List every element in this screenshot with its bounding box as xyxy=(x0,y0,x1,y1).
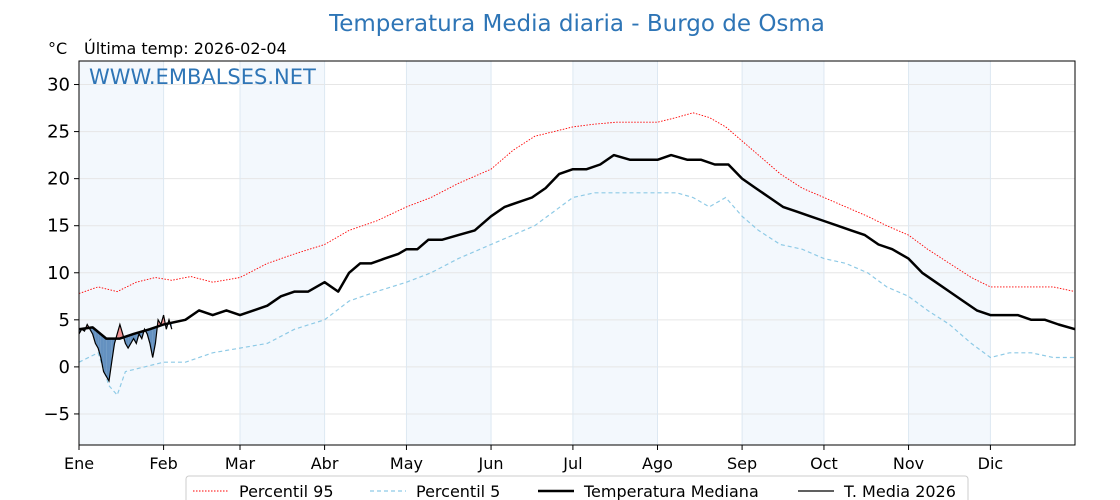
x-tick-label-jun: Jun xyxy=(478,454,504,473)
month-bands xyxy=(79,61,991,445)
grid-lines xyxy=(78,61,1075,445)
y-tick-label: 10 xyxy=(47,263,70,284)
fill-below-median xyxy=(125,335,129,349)
month-band-jul xyxy=(572,61,658,445)
fill-below-median xyxy=(106,338,110,381)
unit-label: °C xyxy=(48,39,67,58)
month-band-mar xyxy=(239,61,325,445)
legend-box xyxy=(185,475,969,500)
x-tick-label-dic: Dic xyxy=(978,454,1004,473)
fill-below-median xyxy=(133,333,137,344)
fill-below-median xyxy=(152,327,156,358)
fill-below-median xyxy=(149,328,153,358)
month-band-ene xyxy=(79,61,164,445)
series-percentil-5 xyxy=(78,192,1075,397)
fill-below-median xyxy=(128,334,131,349)
series-lines xyxy=(78,112,1076,397)
plot-frame xyxy=(78,60,1076,446)
legend-label: Temperatura Mediana xyxy=(583,482,759,500)
legend-label: Percentil 95 xyxy=(239,482,334,500)
month-band-sep xyxy=(742,61,824,445)
y-tick-label: 5 xyxy=(59,310,70,331)
watermark: WWW.EMBALSES.NET xyxy=(89,65,316,89)
y-axis: −5 0 5 10 15 20 25 30 xyxy=(43,75,79,425)
fill-below-median xyxy=(109,338,112,381)
series-percentil-95 xyxy=(78,112,1076,294)
x-tick-label-may: May xyxy=(390,454,423,473)
x-tick-label-jul: Jul xyxy=(562,454,582,473)
legend-label: T. Media 2026 xyxy=(843,482,956,500)
y-tick-label: 15 xyxy=(47,216,70,237)
series-temperatura-mediana xyxy=(78,153,1076,340)
x-tick-label-abr: Abr xyxy=(311,454,339,473)
x-tick-label-ago: Ago xyxy=(642,454,673,473)
series-t-media-2026 xyxy=(78,314,173,383)
y-tick-label: 25 xyxy=(47,122,70,143)
x-tick-label-oct: Oct xyxy=(810,454,838,473)
y-tick-label: 20 xyxy=(47,169,70,190)
fill-below-median xyxy=(98,331,101,358)
legend: Percentil 95 Percentil 5 Temperatura Media… xyxy=(185,475,969,500)
chart-title: Temperatura Media diaria - Burgo de Osma xyxy=(328,11,825,37)
y-tick-label: 0 xyxy=(59,357,70,378)
y-tick-label: −5 xyxy=(43,404,70,425)
month-band-may xyxy=(406,61,492,445)
x-tick-label-nov: Nov xyxy=(893,454,924,473)
y-tick-label: 30 xyxy=(47,75,70,96)
x-tick-label-feb: Feb xyxy=(149,454,177,473)
month-band-nov xyxy=(908,61,991,445)
x-axis: Ene Feb Mar Abr May Jun Jul Ago Sep Oct Nov Dic xyxy=(64,445,1003,473)
fill-below-median xyxy=(103,336,107,377)
x-tick-label-ene: Ene xyxy=(64,454,94,473)
fill-below-median xyxy=(100,334,104,372)
legend-label: Percentil 5 xyxy=(416,482,500,500)
last-temp-label: Última temp: 2026-02-04 xyxy=(84,39,287,58)
x-tick-label-mar: Mar xyxy=(225,454,256,473)
x-tick-label-sep: Sep xyxy=(727,454,757,473)
